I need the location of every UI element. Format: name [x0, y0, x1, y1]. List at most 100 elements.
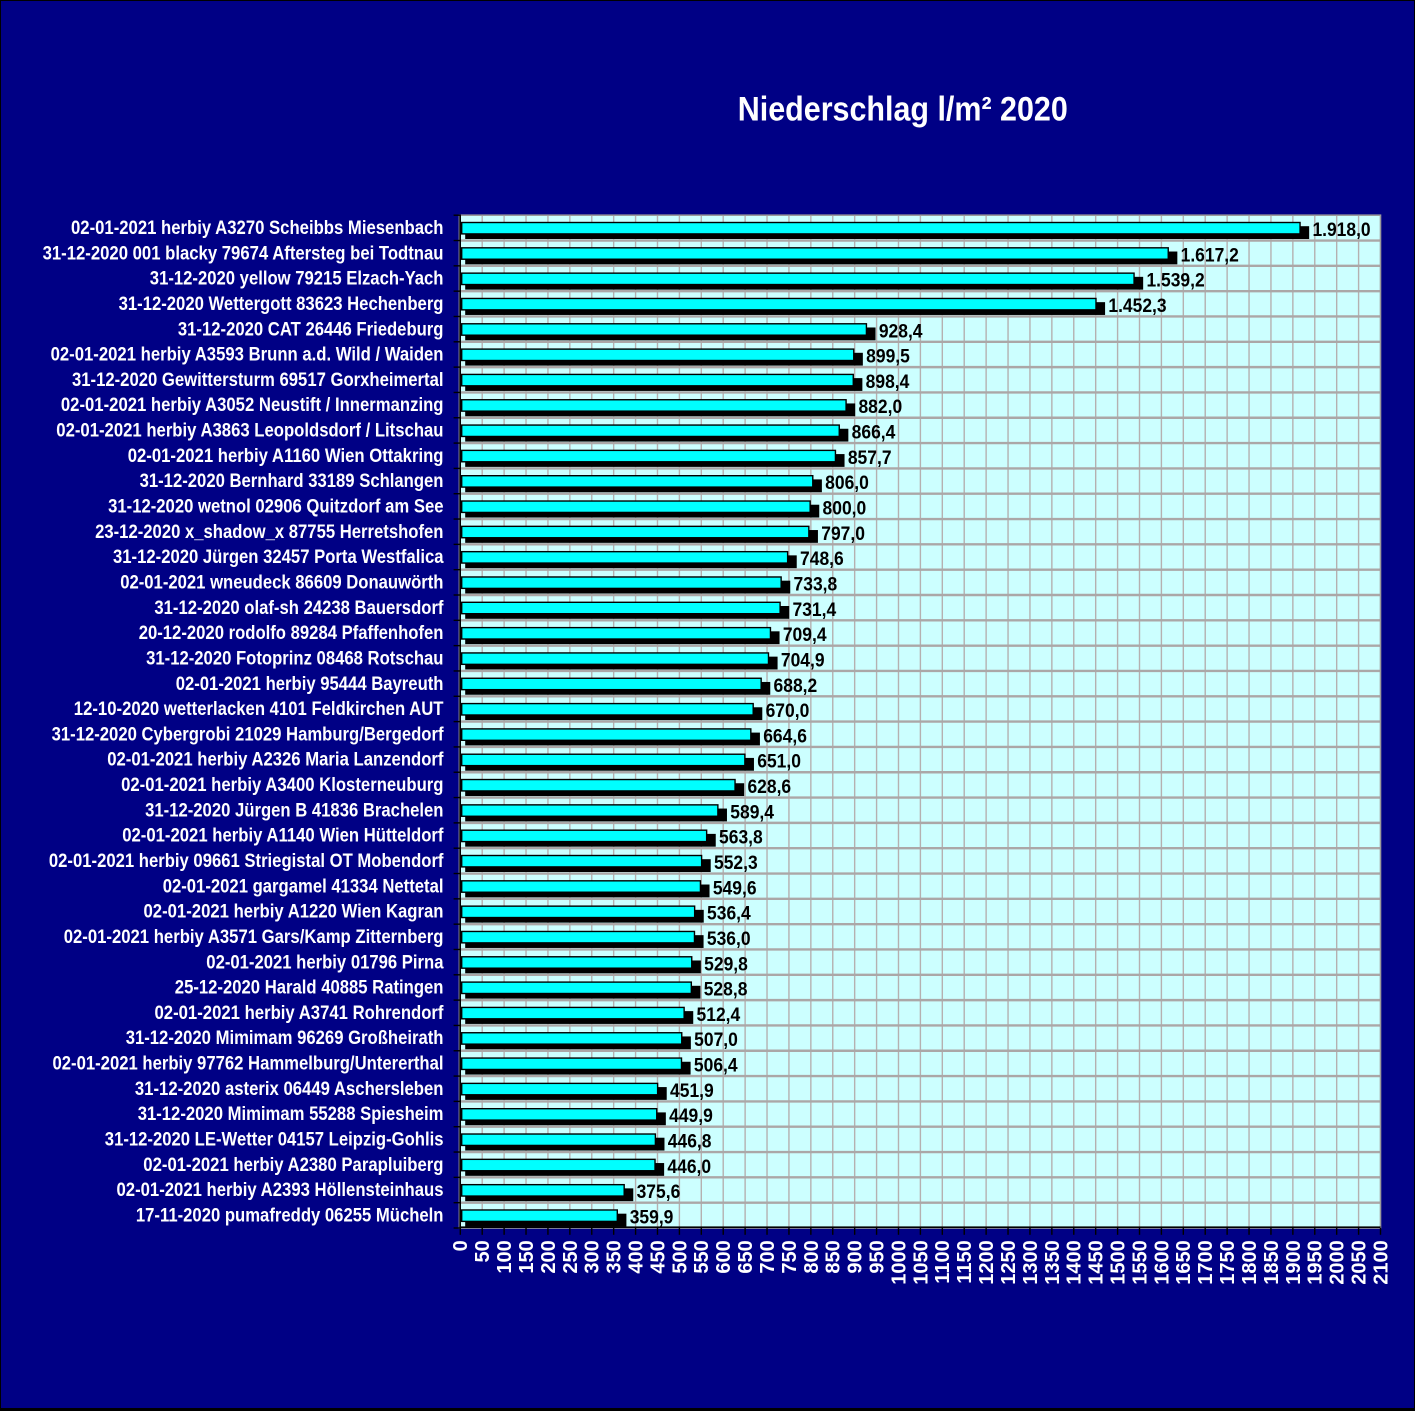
svg-text:670,0: 670,0 [766, 701, 810, 722]
svg-text:1550: 1550 [1129, 1240, 1151, 1285]
svg-text:536,4: 536,4 [707, 904, 751, 925]
svg-text:31-12-2020 Gewittersturm 69517: 31-12-2020 Gewittersturm 69517 Gorxheime… [72, 370, 444, 391]
svg-text:899,5: 899,5 [866, 347, 910, 368]
svg-text:23-12-2020 x_shadow_x 87755 He: 23-12-2020 x_shadow_x 87755 Herretshofen [95, 522, 443, 543]
svg-text:12-10-2020 wetterlacken 4101 F: 12-10-2020 wetterlacken 4101 Feldkirchen… [74, 699, 444, 720]
svg-text:2100: 2100 [1370, 1240, 1392, 1285]
svg-text:02-01-2021 herbiy A3741 Rohren: 02-01-2021 herbiy A3741 Rohrendorf [155, 1003, 445, 1024]
svg-text:1500: 1500 [1107, 1240, 1129, 1285]
svg-text:02-01-2021 herbiy A3863 Leopol: 02-01-2021 herbiy A3863 Leopoldsdorf / L… [56, 421, 443, 442]
svg-text:02-01-2021 herbiy A1140 Wien H: 02-01-2021 herbiy A1140 Wien Hütteldorf [122, 826, 444, 847]
svg-text:1950: 1950 [1305, 1240, 1327, 1285]
svg-text:857,7: 857,7 [848, 448, 892, 469]
svg-text:750: 750 [779, 1240, 801, 1273]
svg-text:1050: 1050 [910, 1240, 932, 1285]
svg-text:650: 650 [735, 1240, 757, 1273]
svg-text:563,8: 563,8 [719, 828, 763, 849]
svg-text:850: 850 [823, 1240, 845, 1273]
svg-text:31-12-2020 LE-Wetter 04157 Lei: 31-12-2020 LE-Wetter 04157 Leipzig-Gohli… [105, 1130, 444, 1151]
svg-text:866,4: 866,4 [852, 423, 896, 444]
svg-text:02-01-2021 herbiy 97762 Hammel: 02-01-2021 herbiy 97762 Hammelburg/Unter… [53, 1054, 444, 1075]
svg-text:25-12-2020 Harald 40885 Rating: 25-12-2020 Harald 40885 Ratingen [175, 978, 444, 999]
svg-text:549,6: 549,6 [713, 878, 757, 899]
svg-text:449,9: 449,9 [669, 1106, 713, 1127]
svg-text:50: 50 [472, 1240, 494, 1262]
svg-text:900: 900 [845, 1240, 867, 1273]
svg-text:02-01-2021 herbiy A3593 Brunn: 02-01-2021 herbiy A3593 Brunn a.d. Wild … [51, 345, 444, 366]
svg-text:1250: 1250 [998, 1240, 1020, 1285]
svg-text:550: 550 [691, 1240, 713, 1273]
svg-text:1.452,3: 1.452,3 [1108, 296, 1166, 317]
svg-text:628,6: 628,6 [747, 777, 791, 798]
svg-text:31-12-2020 Jürgen B 41836 Brac: 31-12-2020 Jürgen B 41836 Brachelen [145, 800, 443, 821]
svg-text:688,2: 688,2 [774, 676, 818, 697]
svg-text:02-01-2021 herbiy 95444 Bayreu: 02-01-2021 herbiy 95444 Bayreuth [176, 674, 444, 695]
svg-text:1400: 1400 [1064, 1240, 1086, 1285]
svg-text:446,8: 446,8 [668, 1132, 712, 1153]
svg-text:375,6: 375,6 [637, 1182, 681, 1203]
svg-text:700: 700 [757, 1240, 779, 1273]
svg-text:1300: 1300 [1020, 1240, 1042, 1285]
svg-text:1150: 1150 [954, 1240, 976, 1283]
svg-text:1600: 1600 [1151, 1240, 1173, 1285]
svg-text:928,4: 928,4 [879, 321, 923, 342]
svg-text:200: 200 [538, 1240, 560, 1273]
svg-text:446,0: 446,0 [667, 1157, 711, 1178]
svg-text:882,0: 882,0 [858, 397, 902, 418]
svg-text:02-01-2021 herbiy A3270 Scheib: 02-01-2021 herbiy A3270 Scheibbs Miesenb… [71, 218, 444, 239]
svg-text:1.617,2: 1.617,2 [1181, 245, 1239, 266]
svg-text:17-11-2020 pumafreddy 06255 Mü: 17-11-2020 pumafreddy 06255 Mücheln [136, 1205, 444, 1226]
svg-text:0: 0 [450, 1240, 472, 1251]
svg-text:2000: 2000 [1327, 1240, 1349, 1285]
svg-text:1.539,2: 1.539,2 [1146, 271, 1204, 292]
svg-text:31-12-2020 001 blacky 79674 Af: 31-12-2020 001 blacky 79674 Aftersteg be… [43, 243, 444, 264]
svg-text:02-01-2021 herbiy A2393 Höllen: 02-01-2021 herbiy A2393 Höllensteinhaus [117, 1180, 444, 1201]
svg-text:150: 150 [516, 1240, 538, 1273]
svg-text:500: 500 [669, 1240, 691, 1273]
svg-text:359,9: 359,9 [630, 1207, 674, 1228]
svg-text:02-01-2021 herbiy A3571 Gars/K: 02-01-2021 herbiy A3571 Gars/Kamp Zitter… [64, 927, 444, 948]
svg-text:589,4: 589,4 [730, 802, 774, 823]
svg-text:1100: 1100 [932, 1240, 954, 1283]
svg-text:02-01-2021 herbiy 09661 Strieg: 02-01-2021 herbiy 09661 Striegistal OT M… [49, 851, 444, 872]
svg-text:02-01-2021 herbiy A1160 Wien O: 02-01-2021 herbiy A1160 Wien Ottakring [128, 446, 444, 467]
svg-text:451,9: 451,9 [670, 1081, 714, 1102]
svg-text:1000: 1000 [888, 1240, 910, 1285]
svg-text:512,4: 512,4 [697, 1005, 741, 1026]
svg-text:100: 100 [494, 1240, 516, 1273]
svg-text:02-01-2021 herbiy A2380 Parapl: 02-01-2021 herbiy A2380 Parapluiberg [143, 1155, 443, 1176]
svg-text:31-12-2020 Cybergrobi 21029 Ha: 31-12-2020 Cybergrobi 21029 Hamburg/Berg… [52, 724, 444, 745]
svg-text:1200: 1200 [976, 1240, 998, 1285]
svg-text:507,0: 507,0 [694, 1030, 738, 1051]
svg-text:748,6: 748,6 [800, 549, 844, 570]
svg-text:1800: 1800 [1239, 1240, 1261, 1285]
svg-text:709,4: 709,4 [783, 625, 827, 646]
svg-text:552,3: 552,3 [714, 853, 758, 874]
svg-text:31-12-2020 Mimimam 55288 Spies: 31-12-2020 Mimimam 55288 Spiesheim [138, 1104, 444, 1125]
svg-text:02-01-2021 wneudeck 86609 Dona: 02-01-2021 wneudeck 86609 Donauwörth [120, 572, 443, 593]
svg-text:800: 800 [801, 1240, 823, 1273]
svg-text:02-01-2021 herbiy 01796 Pirna: 02-01-2021 herbiy 01796 Pirna [206, 952, 444, 973]
svg-text:1850: 1850 [1261, 1240, 1283, 1285]
svg-text:20-12-2020 rodolfo 89284 Pfaff: 20-12-2020 rodolfo 89284 Pfaffenhofen [139, 623, 444, 644]
svg-text:400: 400 [625, 1240, 647, 1273]
svg-text:704,9: 704,9 [781, 650, 825, 671]
svg-text:2050: 2050 [1348, 1240, 1370, 1285]
svg-text:31-12-2020 olaf-sh 24238 Bauer: 31-12-2020 olaf-sh 24238 Bauersdorf [154, 598, 444, 619]
svg-text:898,4: 898,4 [866, 372, 910, 393]
svg-text:536,0: 536,0 [707, 929, 751, 950]
svg-text:31-12-2020 CAT 26446 Friedebur: 31-12-2020 CAT 26446 Friedeburg [178, 319, 444, 340]
svg-text:506,4: 506,4 [694, 1056, 738, 1077]
svg-text:31-12-2020 yellow 79215 Elzach: 31-12-2020 yellow 79215 Elzach-Yach [150, 269, 444, 290]
svg-text:31-12-2020 Jürgen 32457 Porta: 31-12-2020 Jürgen 32457 Porta Westfalica [113, 547, 444, 568]
svg-text:02-01-2021 herbiy A3400 Kloste: 02-01-2021 herbiy A3400 Klosterneuburg [121, 775, 443, 796]
svg-text:529,8: 529,8 [704, 954, 748, 975]
svg-text:528,8: 528,8 [704, 980, 748, 1001]
svg-text:250: 250 [560, 1240, 582, 1273]
svg-text:651,0: 651,0 [757, 752, 801, 773]
svg-text:600: 600 [713, 1240, 735, 1273]
svg-text:1700: 1700 [1195, 1240, 1217, 1285]
svg-text:31-12-2020 Mimimam 96269 Großh: 31-12-2020 Mimimam 96269 Großheirath [126, 1028, 444, 1049]
svg-text:800,0: 800,0 [823, 499, 867, 520]
svg-text:02-01-2021 herbiy A1220 Wien K: 02-01-2021 herbiy A1220 Wien Kagran [144, 902, 444, 923]
